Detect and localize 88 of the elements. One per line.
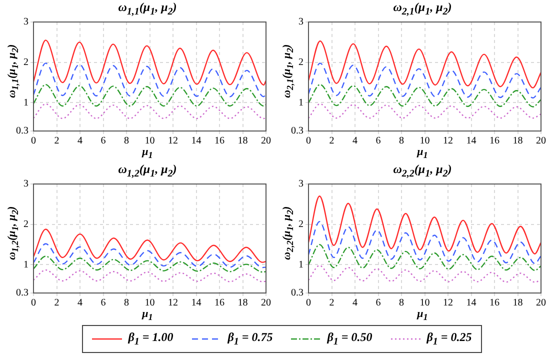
x-tick-label: 20: [261, 136, 271, 147]
x-tick-label: 2: [54, 298, 60, 309]
x-tick-label: 6: [376, 136, 381, 147]
x-tick-label: 6: [100, 136, 106, 147]
x-tick-label: 14: [191, 136, 202, 147]
x-tick-label: 16: [214, 136, 224, 147]
y-tick-label: 3: [298, 178, 304, 190]
x-tick-label: 18: [238, 298, 248, 309]
y-tick-label: 2: [298, 218, 304, 230]
chart-title: ω$_{2,2}$(μ$_{1}$, μ$_{2}$): [392, 162, 453, 180]
chart-title: ω$_{2,1}$(μ$_{1}$, μ$_{2}$): [392, 0, 453, 18]
x-tick-label: 14: [191, 298, 202, 309]
x-tick-label: 20: [536, 298, 546, 309]
x-tick-label: 4: [78, 136, 82, 147]
x-tick-label: 6: [100, 298, 106, 309]
x-tick-label: 18: [512, 136, 523, 147]
legend-label: β$_{1}$ = 1.00: [128, 330, 174, 348]
x-tick-label: 0: [306, 136, 311, 147]
x-tick-label: 12: [168, 136, 178, 147]
y-tick-label: 3: [24, 16, 28, 28]
line-series: [308, 220, 541, 264]
x-tick-label: 8: [124, 136, 129, 147]
line-series: [34, 256, 266, 273]
x-tick-label: 0: [306, 298, 311, 309]
line-series: [308, 84, 541, 108]
line-series: [34, 62, 266, 98]
line-series: [34, 103, 266, 120]
x-tick-label: 10: [144, 136, 155, 147]
legend-label: β$_{1}$ = 0.25: [426, 330, 472, 348]
x-tick-label: 8: [399, 298, 404, 309]
line-series: [308, 40, 541, 88]
line-series: [308, 103, 541, 119]
y-tick-label: 3: [298, 16, 304, 28]
x-tick-label: 20: [261, 298, 271, 309]
y-tick-label: 0.3: [291, 288, 304, 299]
x-tick-label: 10: [144, 298, 155, 309]
x-tick-label: 4: [78, 298, 82, 309]
x-tick-label: 2: [329, 136, 334, 147]
x-tick-label: 12: [443, 136, 453, 147]
line-series: [34, 228, 266, 263]
x-axis-title: μ$_{1}$: [140, 308, 154, 322]
line-series: [34, 269, 266, 282]
y-tick-label: 0.3: [16, 126, 28, 137]
y-tick-label: 1: [24, 97, 28, 108]
x-tick-label: 16: [214, 298, 224, 309]
line-series: [308, 62, 541, 98]
x-tick-label: 10: [420, 136, 430, 147]
x-tick-label: 2: [54, 136, 60, 147]
x-tick-label: 4: [352, 136, 358, 147]
y-tick-label: 2: [24, 218, 28, 230]
x-tick-label: 16: [490, 136, 500, 147]
y-tick-label: 3: [24, 178, 28, 190]
x-axis-title: μ$_{1}$: [140, 146, 154, 160]
x-tick-label: 16: [490, 298, 500, 309]
x-tick-label: 14: [466, 298, 476, 309]
y-tick-label: 1: [24, 259, 28, 270]
x-tick-label: 6: [376, 298, 381, 309]
y-tick-label: 0.3: [16, 288, 28, 299]
x-tick-label: 18: [512, 298, 523, 309]
legend-label: β$_{1}$ = 0.50: [327, 330, 372, 348]
x-axis-title: μ$_{1}$: [416, 146, 429, 160]
x-tick-label: 0: [31, 298, 36, 309]
x-tick-label: 12: [443, 298, 453, 309]
x-tick-label: 14: [466, 136, 476, 147]
x-tick-label: 12: [168, 298, 178, 309]
legend-label: β$_{1}$ = 0.75: [228, 330, 273, 348]
y-tick-label: 1: [298, 97, 304, 108]
y-tick-label: 2: [24, 56, 28, 68]
line-series: [34, 84, 266, 107]
x-tick-label: 18: [238, 136, 248, 147]
y-tick-label: 1: [298, 259, 304, 270]
x-tick-label: 2: [329, 298, 334, 309]
y-tick-label: 0.3: [291, 126, 304, 137]
y-tick-label: 2: [298, 56, 304, 68]
x-tick-label: 4: [352, 298, 358, 309]
line-series: [308, 196, 541, 254]
x-axis-title: μ$_{1}$: [416, 308, 429, 322]
line-series: [308, 264, 541, 283]
line-series: [308, 244, 541, 271]
x-tick-label: 8: [399, 136, 404, 147]
chart-title: ω$_{1,2}$(μ$_{1}$, μ$_{2}$): [117, 162, 178, 180]
x-tick-label: 10: [420, 298, 430, 309]
line-series: [34, 40, 266, 86]
line-series: [34, 243, 266, 268]
x-tick-label: 8: [124, 298, 129, 309]
x-tick-label: 20: [536, 136, 546, 147]
x-tick-label: 0: [31, 136, 36, 147]
chart-title: ω$_{1,1}$(μ$_{1}$, μ$_{2}$): [117, 0, 178, 18]
